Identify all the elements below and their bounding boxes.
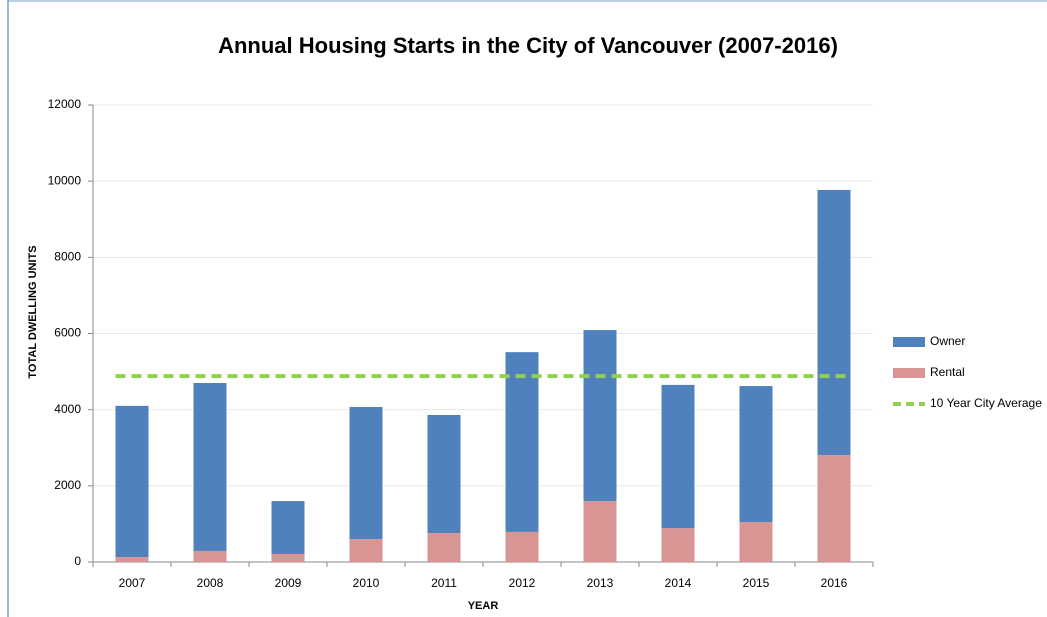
y-tick-label: 8000: [54, 250, 81, 264]
bar-segment: [583, 501, 617, 562]
bar-segment: [505, 531, 539, 562]
bar-segment: [349, 539, 383, 562]
chart-title: Annual Housing Starts in the City of Van…: [218, 33, 838, 58]
x-tick-label: 2009: [275, 576, 302, 590]
bar-segment: [349, 407, 383, 540]
bar-segment: [661, 528, 695, 562]
y-tick-label: 12000: [48, 97, 82, 111]
bar-segment: [739, 522, 773, 562]
bar-segment: [115, 405, 149, 558]
bar-segment: [427, 414, 461, 534]
x-tick-label: 2011: [431, 576, 457, 590]
x-tick-label: 2014: [665, 576, 692, 590]
y-tick-label: 6000: [54, 326, 81, 340]
bar-segment: [115, 557, 149, 562]
x-tick-label: 2008: [197, 576, 224, 590]
bar-segment: [817, 454, 851, 562]
x-tick-label: 2016: [821, 576, 848, 590]
x-tick-label: 2012: [509, 576, 536, 590]
bar-segment: [271, 554, 305, 562]
y-tick-label: 0: [74, 554, 81, 568]
bar-segment: [505, 352, 539, 532]
y-axis-title: TOTAL DWELLING UNITS: [27, 245, 39, 378]
y-tick-label: 10000: [48, 173, 82, 187]
bar-segment: [427, 533, 461, 562]
bar-segment: [661, 384, 695, 529]
bar-segment: [193, 550, 227, 562]
bar-segment: [739, 386, 773, 523]
x-tick-label: 2013: [587, 576, 614, 590]
bar-segment: [193, 383, 227, 551]
y-tick-label: 4000: [54, 402, 81, 416]
x-tick-label: 2007: [119, 576, 146, 590]
legend-label: Rental: [930, 365, 965, 379]
bar-segment: [817, 189, 851, 455]
legend-swatch: [893, 337, 925, 347]
legend-swatch: [893, 368, 925, 378]
legend-label: 10 Year City Average: [930, 396, 1042, 410]
y-tick-label: 2000: [54, 478, 81, 492]
bar-segment: [583, 330, 617, 502]
x-axis-title: YEAR: [468, 600, 499, 612]
x-tick-label: 2015: [743, 576, 770, 590]
x-tick-label: 2010: [353, 576, 380, 590]
bar-segment: [271, 501, 305, 555]
legend-label: Owner: [930, 334, 965, 348]
